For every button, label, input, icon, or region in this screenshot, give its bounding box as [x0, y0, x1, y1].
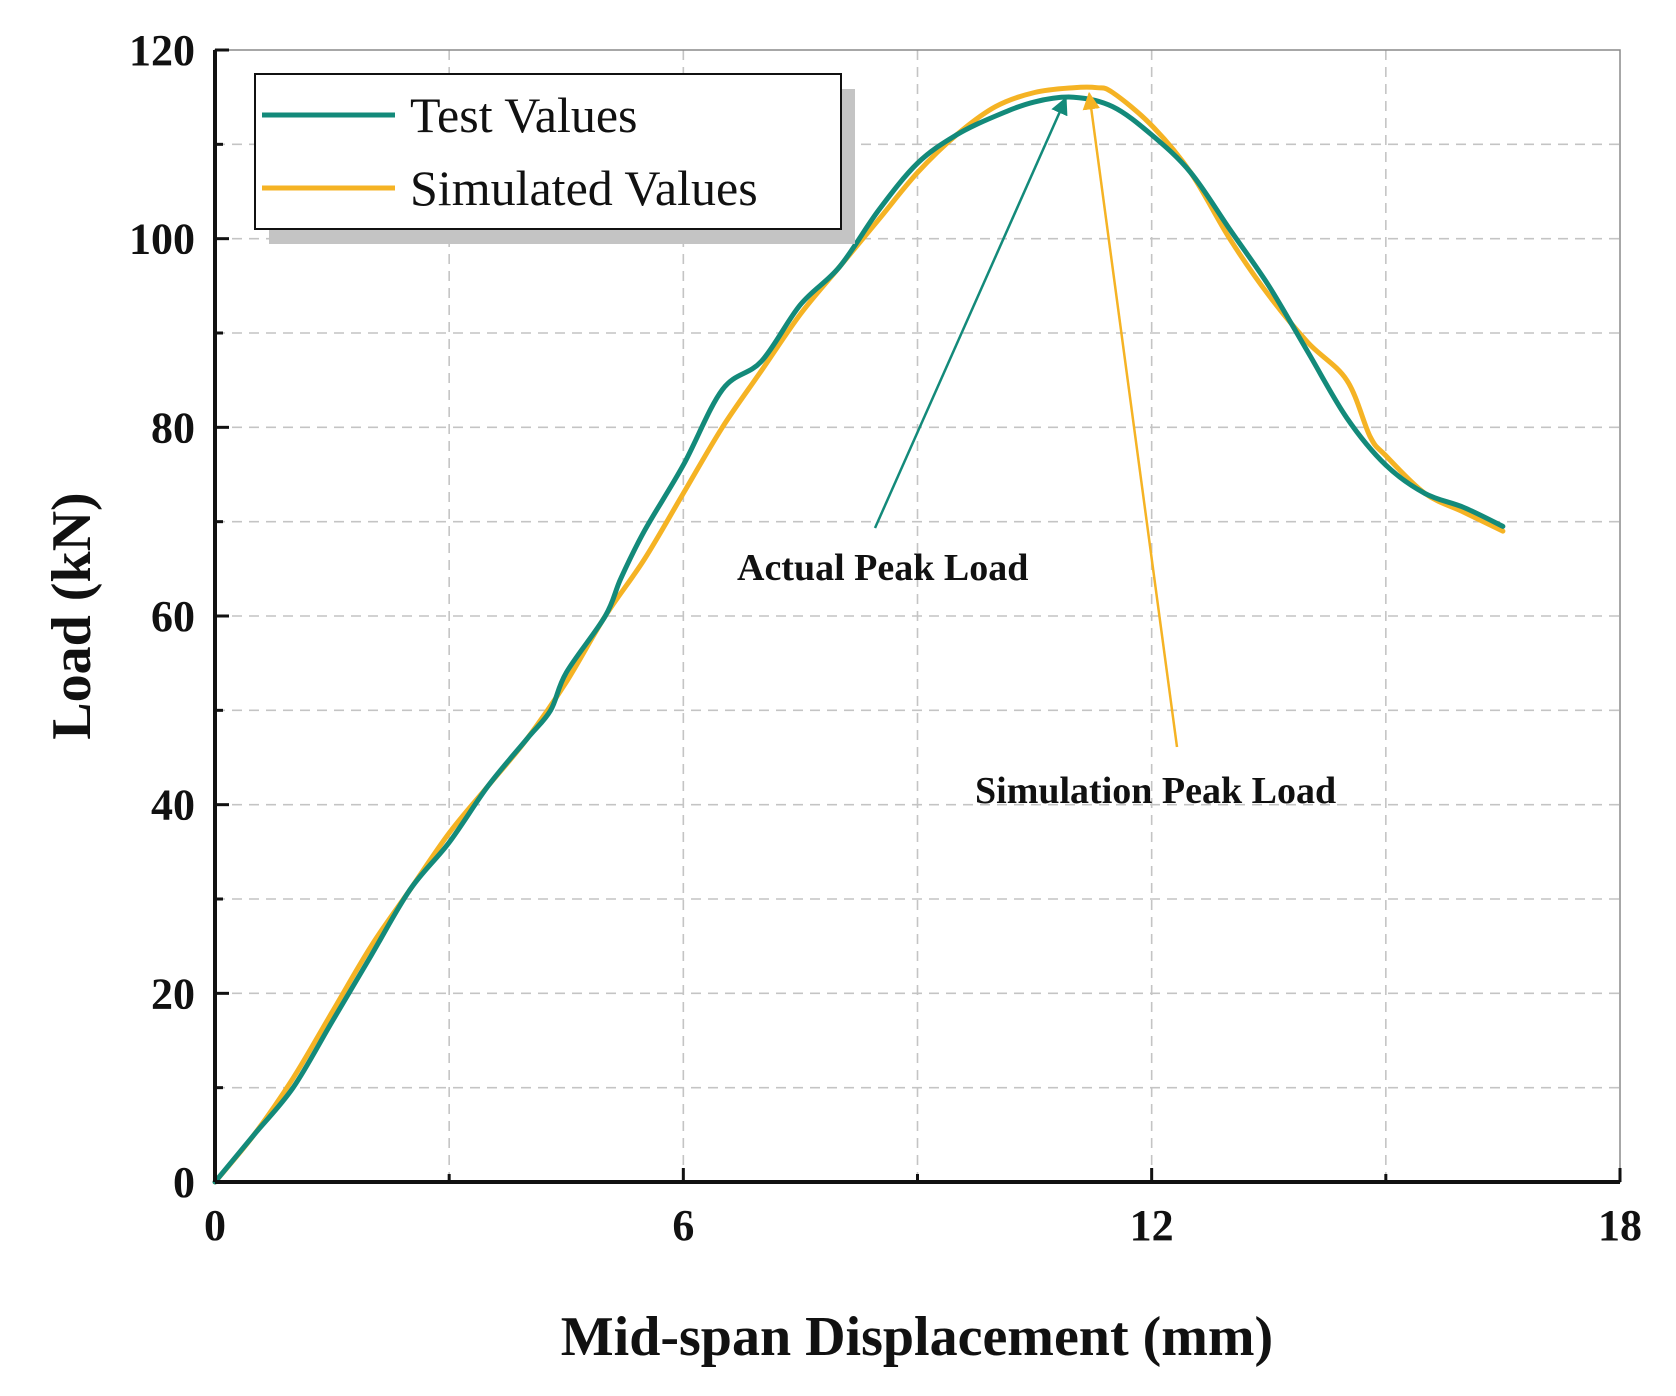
legend-label-simulated-values: Simulated Values	[410, 160, 758, 216]
y-axis-title: Load (kN)	[41, 492, 103, 739]
x-tick-label: 12	[1130, 1201, 1174, 1250]
axis-ticks: 0 6 12 18 0 20 40 60 80 100 120	[129, 26, 1642, 1250]
legend-label-test-values: Test Values	[410, 87, 638, 143]
actual-peak-label: Actual Peak Load	[737, 547, 1028, 589]
x-tick-label: 18	[1598, 1201, 1642, 1250]
legend-box	[254, 73, 842, 230]
y-tick-label: 60	[151, 592, 195, 641]
y-tick-label: 0	[173, 1158, 195, 1207]
y-tick-label: 20	[151, 969, 195, 1018]
series-line-simulated-values	[212, 84, 1506, 1185]
series-line-test-values	[212, 94, 1506, 1185]
series-lines	[212, 84, 1506, 1185]
grid-lines	[215, 50, 1620, 1182]
simulation-peak-arrow	[1082, 91, 1179, 748]
x-axis-title: Mid-span Displacement (mm)	[561, 1306, 1273, 1368]
x-tick-label: 0	[204, 1201, 226, 1250]
y-tick-label: 100	[129, 215, 195, 264]
y-tick-label: 40	[151, 781, 195, 830]
legend: Test Values Simulated Values	[254, 73, 855, 244]
actual-peak-arrow	[873, 96, 1068, 529]
y-tick-label: 80	[151, 403, 195, 452]
simulation-peak-label: Simulation Peak Load	[975, 770, 1336, 812]
annotations: Actual Peak Load Simulation Peak Load	[737, 91, 1336, 812]
x-tick-label: 6	[672, 1201, 694, 1250]
y-tick-label: 120	[129, 26, 195, 75]
